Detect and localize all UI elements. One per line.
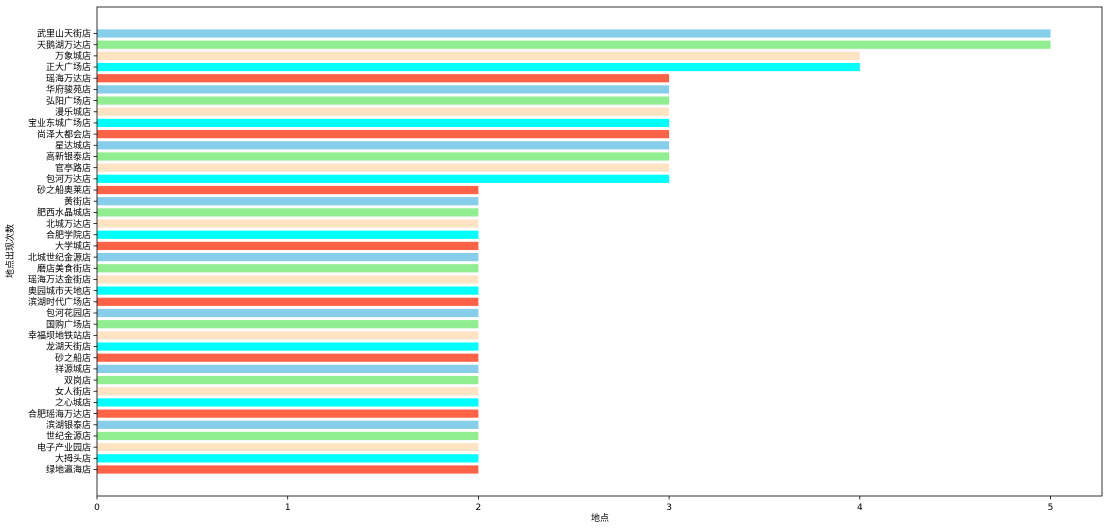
y-tick-label-20: 北城世纪金源店 (28, 251, 91, 263)
bar-30 (97, 364, 479, 373)
y-tick-label-1: 天鹅湖万达店 (37, 39, 91, 51)
y-tick-label-16: 肥西水晶城店 (37, 207, 91, 219)
y-tick-label-35: 滨湖银泰店 (46, 419, 91, 431)
bar-7 (97, 107, 670, 116)
y-tick-label-9: 尚泽大都会店 (37, 128, 91, 140)
bar-16 (97, 208, 479, 217)
bar-38 (97, 454, 479, 463)
y-tick-label-3: 正大广场店 (46, 61, 91, 73)
bars-group (97, 29, 1051, 474)
y-tick-label-31: 双岗店 (64, 374, 91, 386)
bar-18 (97, 230, 479, 239)
y-tick-label-28: 龙湖天街店 (46, 341, 91, 353)
bar-27 (97, 331, 479, 340)
bar-3 (97, 62, 860, 72)
y-tick-label-0: 武里山天街店 (37, 28, 91, 40)
x-tick-label-1: 1 (285, 503, 291, 513)
x-ticks: 0 1 2 3 4 5 (94, 496, 1053, 513)
bar-0 (97, 29, 1051, 38)
y-tick-label-26: 国购广场店 (46, 318, 91, 330)
bar-32 (97, 387, 479, 396)
y-tick-label-33: 之心城店 (55, 397, 91, 409)
bar-34 (97, 409, 479, 418)
bar-28 (97, 342, 479, 351)
y-tick-label-23: 奥园城市天地店 (28, 285, 91, 297)
y-tick-label-27: 幸福坝地铁站店 (28, 330, 91, 342)
y-tick-label-14: 砂之船奥莱店 (37, 184, 91, 196)
bar-11 (97, 152, 670, 161)
bar-35 (97, 420, 479, 429)
bar-20 (97, 253, 479, 262)
x-tick-label-5: 5 (1048, 503, 1054, 513)
y-tick-label-12: 官亭路店 (55, 162, 91, 174)
y-tick-label-37: 电子产业园店 (37, 441, 91, 453)
bar-1 (97, 40, 1051, 49)
y-tick-label-24: 滨湖时代广场店 (28, 296, 91, 308)
y-tick-label-39: 绿地瀛海店 (46, 464, 91, 476)
y-tick-label-34: 合肥瑶海万达店 (28, 408, 91, 420)
plot-frame (96, 6, 1103, 497)
bar-33 (97, 398, 479, 407)
bar-22 (97, 275, 479, 284)
y-tick-label-36: 世纪金源店 (46, 430, 91, 442)
bar-4 (97, 74, 670, 83)
x-axis-label: 地点 (591, 512, 609, 524)
x-tick-label-3: 3 (666, 503, 672, 513)
bar-17 (97, 219, 479, 228)
y-tick-label-18: 合肥学院店 (46, 229, 91, 241)
bar-9 (97, 130, 670, 139)
y-tick-label-21: 磨店美食街店 (37, 262, 91, 274)
y-tick-label-5: 华府骏苑店 (46, 84, 91, 96)
bar-39 (97, 465, 479, 474)
bar-6 (97, 96, 670, 105)
x-tick-label-2: 2 (476, 503, 482, 513)
bar-37 (97, 443, 479, 452)
bar-21 (97, 264, 479, 273)
bar-23 (97, 286, 479, 295)
bar-8 (97, 118, 670, 128)
y-tick-label-11: 高新银泰店 (46, 151, 91, 163)
bar-14 (97, 185, 479, 195)
bar-5 (97, 85, 670, 94)
bar-13 (97, 174, 670, 183)
bar-15 (97, 197, 479, 206)
y-tick-label-7: 漫乐城店 (55, 106, 91, 118)
y-tick-labels: 武里山天街店天鹅湖万达店万象城店正大广场店瑶海万达店华府骏苑店弘阳广场店漫乐城店… (28, 28, 97, 476)
y-tick-label-19: 大学城店 (55, 240, 91, 252)
y-tick-label-2: 万象城店 (55, 50, 91, 62)
bar-12 (97, 163, 670, 172)
y-axis-label: 地点出现次数 (4, 224, 16, 278)
y-tick-label-29: 砂之船店 (55, 352, 91, 364)
y-tick-label-38: 大拇头店 (55, 453, 91, 465)
bar-2 (97, 51, 860, 60)
bar-19 (97, 241, 479, 251)
bar-36 (97, 431, 479, 441)
x-tick-label-4: 4 (857, 503, 863, 513)
y-tick-label-8: 宝业东城广场店 (28, 117, 91, 129)
y-tick-label-15: 黄街店 (64, 195, 91, 207)
y-tick-label-6: 弘阳广场店 (46, 95, 91, 107)
y-tick-label-13: 包河万达店 (46, 173, 91, 185)
bar-24 (97, 297, 479, 306)
x-tick-label-0: 0 (94, 503, 100, 513)
y-tick-label-10: 星达城店 (55, 140, 91, 152)
y-tick-label-25: 包河花园店 (46, 307, 91, 319)
bar-31 (97, 375, 479, 385)
bar-26 (97, 320, 479, 329)
y-tick-label-17: 北城万达店 (46, 218, 91, 230)
bar-29 (97, 353, 479, 362)
y-tick-label-32: 女人街店 (55, 385, 91, 397)
bar-10 (97, 141, 670, 150)
bar-25 (97, 308, 479, 318)
y-tick-label-22: 瑶海万达金街店 (28, 274, 91, 286)
y-tick-label-30: 祥源城店 (55, 363, 91, 375)
y-tick-label-4: 瑶海万达店 (46, 72, 91, 84)
